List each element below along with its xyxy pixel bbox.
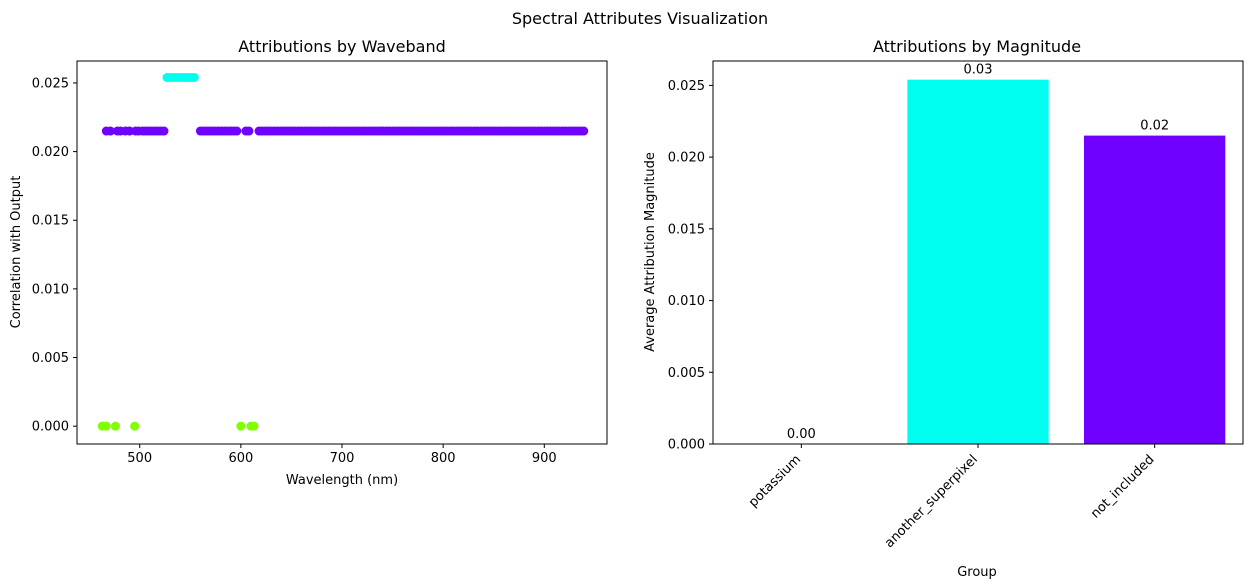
scatter-x-tick-label: 900 [532,451,557,466]
scatter-y-tick-label: 0.000 [32,420,69,435]
scatter-x-label: Wavelength (nm) [286,473,398,488]
bar [907,79,1049,444]
scatter-point [189,72,199,82]
bar-value-label: 0.00 [787,427,816,442]
scatter-point [236,421,246,431]
bar-y-tick-label: 0.025 [668,79,705,94]
scatter-y-tick-label: 0.015 [32,214,69,229]
scatter-point [110,421,120,431]
waveband-scatter-panel: Attributions by Waveband 500 600 700 800 900… [9,37,608,488]
bar-y-ticks: 0.000 0.005 0.010 0.015 0.020 0.025 [668,79,713,453]
bar-y-tick-label: 0.010 [668,294,705,309]
scatter-points [97,72,589,431]
scatter-y-tick-label: 0.005 [32,351,69,366]
scatter-title: Attributions by Waveband [238,37,445,56]
bar-x-label: Group [957,565,997,580]
bar [1084,135,1226,444]
scatter-point [249,421,259,431]
scatter-point [232,126,242,136]
bar-y-tick-label: 0.005 [668,366,705,381]
scatter-x-tick-label: 600 [228,451,253,466]
scatter-y-ticks: 0.000 0.005 0.010 0.015 0.020 0.025 [32,76,77,435]
bar-y-tick-label: 0.015 [668,222,705,237]
scatter-x-tick-label: 800 [431,451,456,466]
scatter-y-tick-label: 0.020 [32,145,69,160]
scatter-point [130,421,140,431]
figure-suptitle: Spectral Attributes Visualization [512,9,768,28]
scatter-point [101,421,111,431]
scatter-point [579,126,589,136]
scatter-point [105,126,115,136]
bar-y-label: Average Attribution Magnitude [643,152,658,352]
bar-y-tick-label: 0.000 [668,438,705,453]
bar-value-label: 0.03 [964,63,993,78]
scatter-axes-frame [76,60,608,445]
scatter-point [159,126,169,136]
scatter-point [244,126,254,136]
bar-axes-frame [712,60,1244,445]
bar-y-tick-label: 0.020 [668,151,705,166]
scatter-x-tick-label: 700 [330,451,355,466]
scatter-y-tick-label: 0.010 [32,282,69,297]
scatter-y-label: Correlation with Output [9,176,24,329]
bars: 0.00 0.03 0.02 [787,63,1226,444]
scatter-y-tick-label: 0.025 [32,76,69,91]
bar-value-label: 0.02 [1140,119,1169,134]
scatter-x-tick-label: 500 [127,451,152,466]
scatter-x-ticks: 500 600 700 800 900 [127,444,557,466]
bar-title: Attributions by Magnitude [873,37,1081,56]
